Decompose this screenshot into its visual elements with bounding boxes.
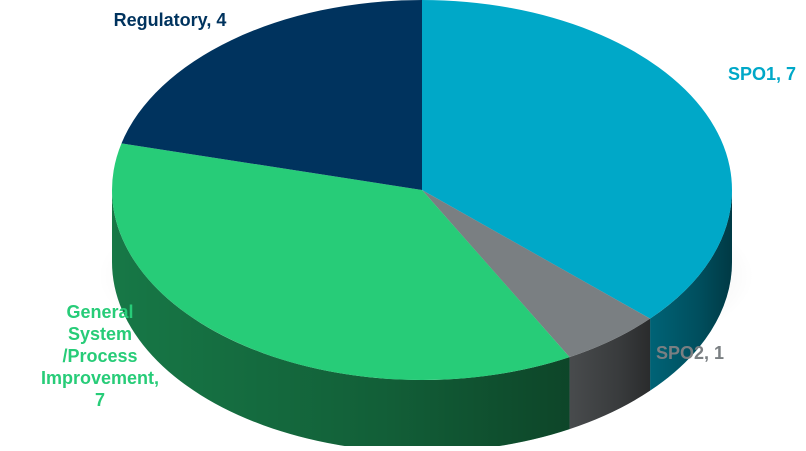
pie-slice-regulatory (121, 0, 423, 190)
pie-slice-general-system-process-improvement (111, 143, 570, 381)
data-label-general-system-process-improvement: General System/Process Improvement, 7 (41, 302, 159, 410)
data-label-regulatory: Regulatory, 4 (114, 10, 227, 30)
pie-slice-spo2 (422, 190, 651, 358)
data-label-spo1: SPO1, 7 (728, 64, 796, 84)
pie-side-spo2 (569, 318, 651, 430)
pie-side-general-system-process-improvement (112, 190, 570, 451)
pie-slice-spo1 (422, 0, 732, 319)
data-label-spo2: SPO2, 1 (656, 343, 724, 363)
pie-side-spo1 (650, 190, 732, 391)
